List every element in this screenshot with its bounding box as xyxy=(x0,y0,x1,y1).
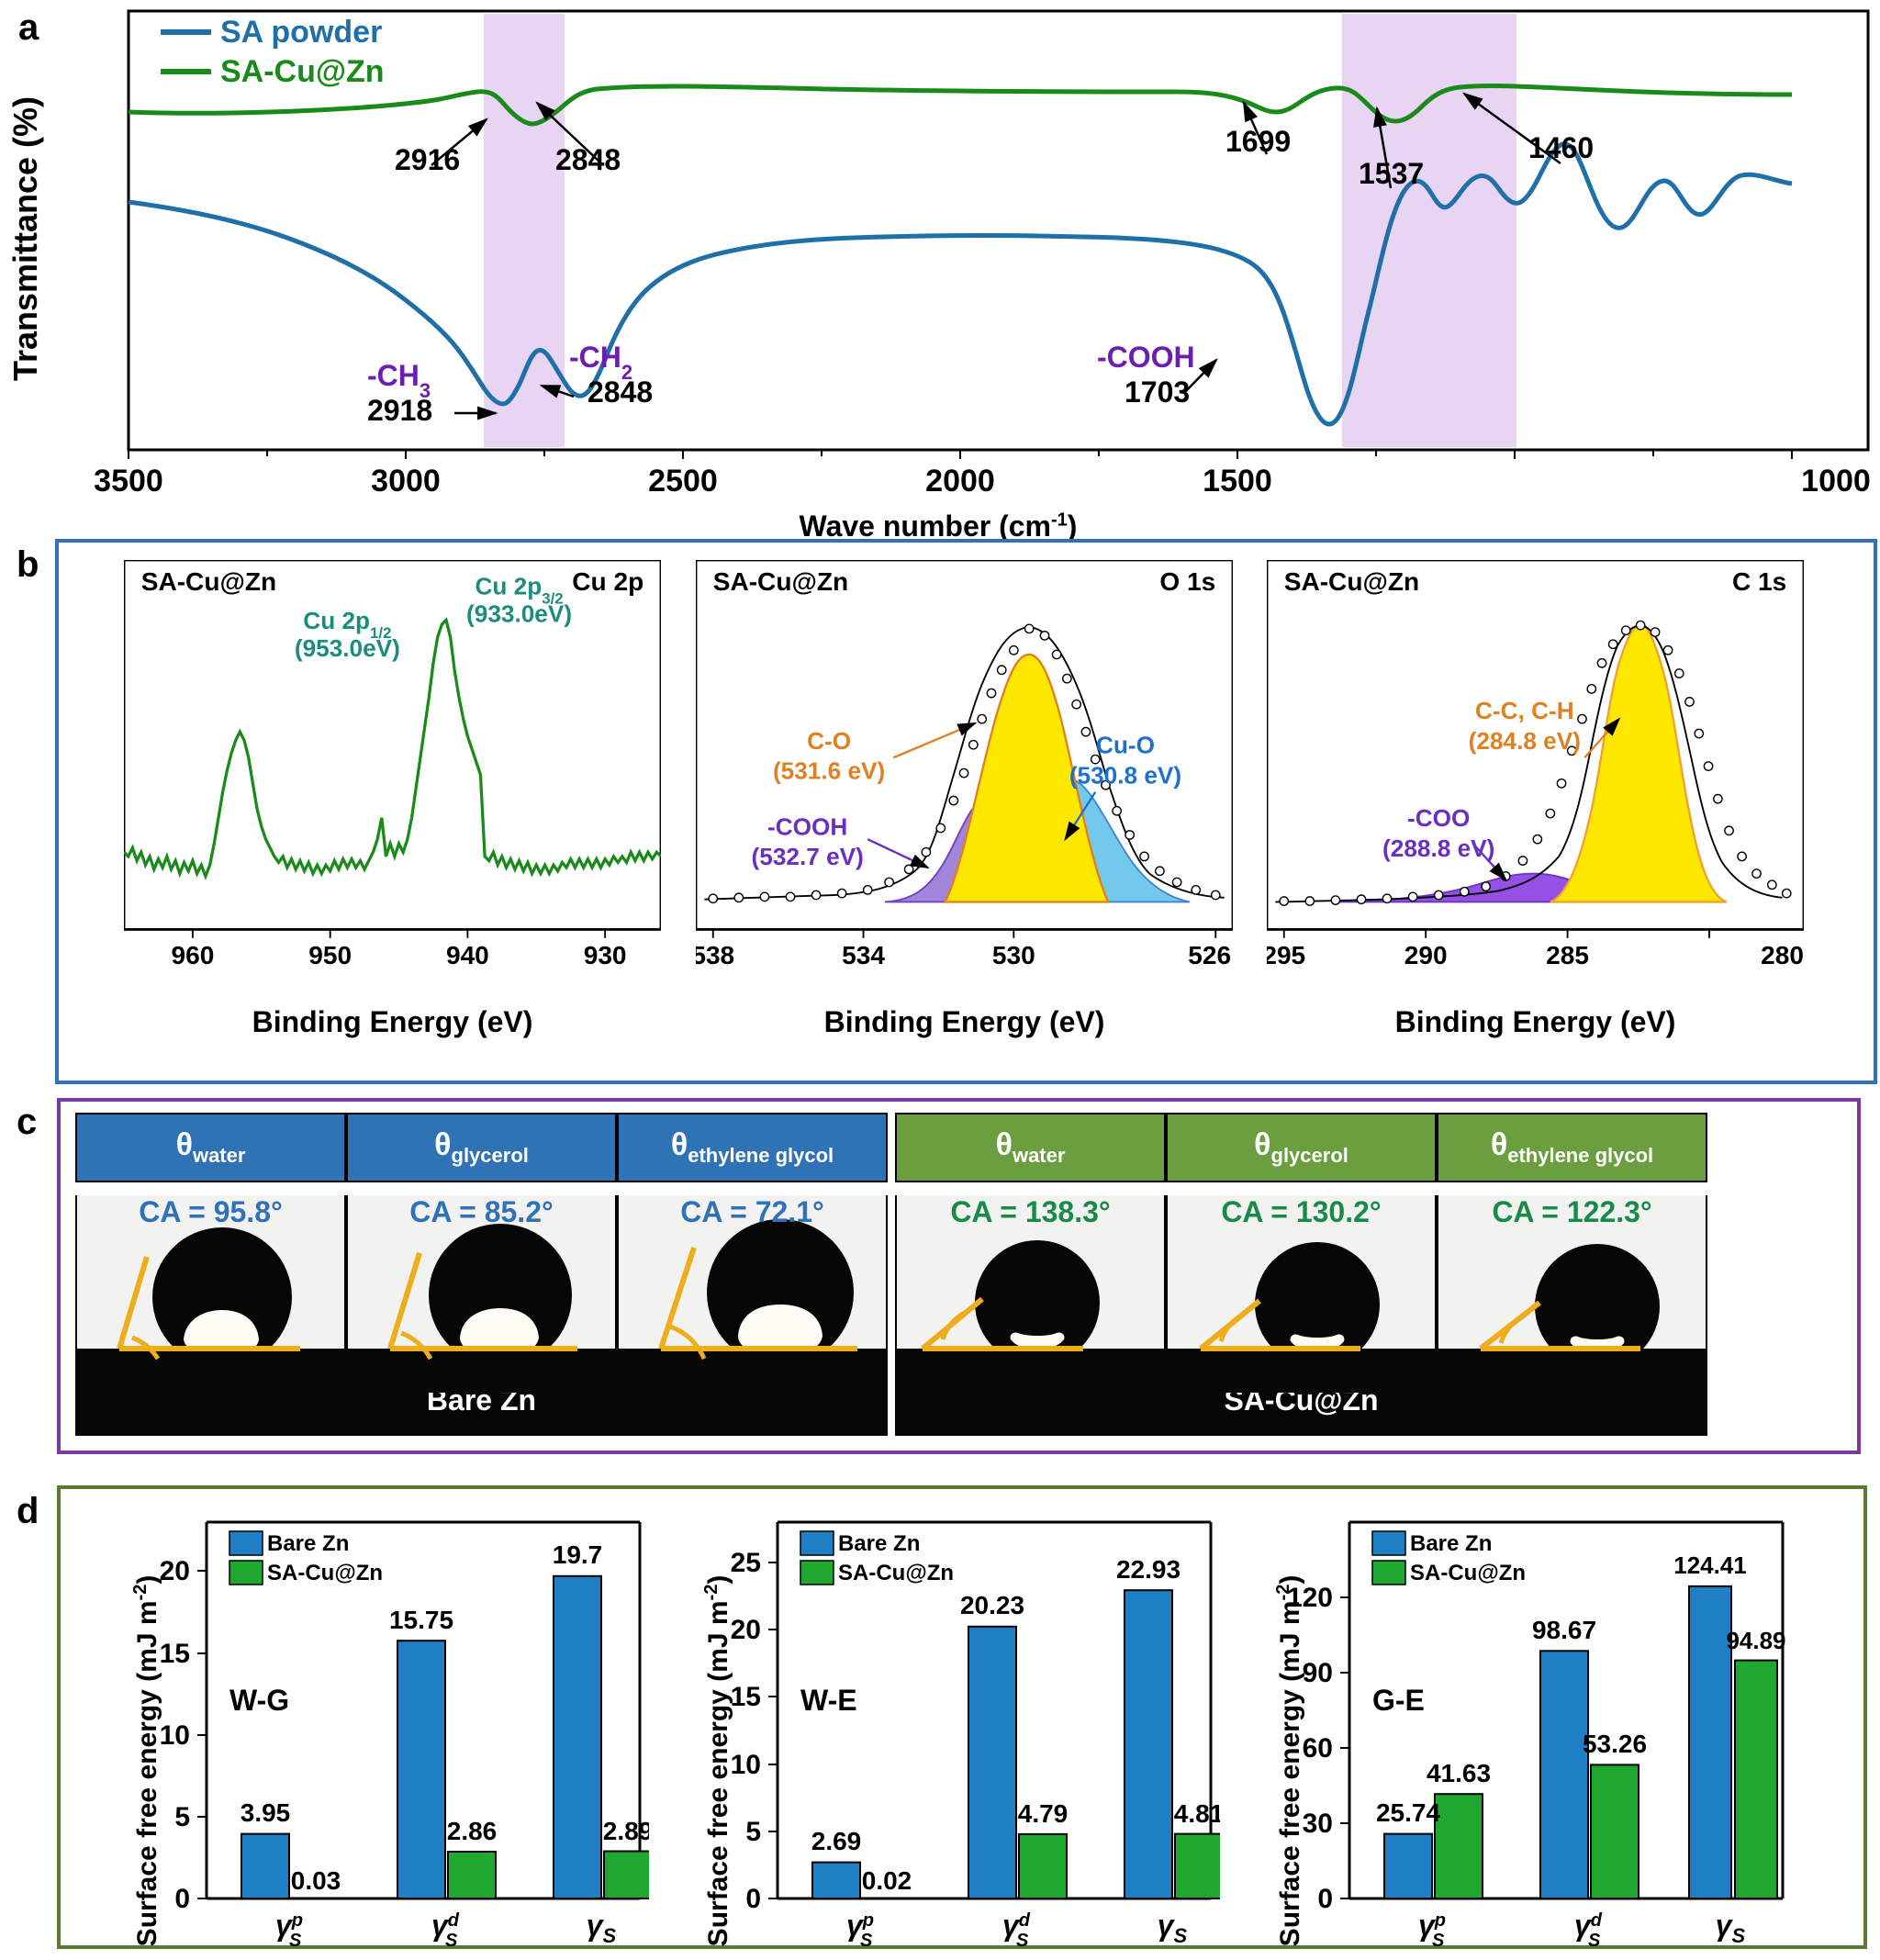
svg-text:25: 25 xyxy=(731,1548,761,1578)
svg-text:W-G: W-G xyxy=(229,1684,289,1717)
svg-text:Surface free energy (mJ m-2): Surface free energy (mJ m-2) xyxy=(1273,1575,1305,1947)
svg-text:-COOH: -COOH xyxy=(767,812,847,840)
svg-text:20.23: 20.23 xyxy=(960,1591,1024,1619)
svg-text:90: 90 xyxy=(1303,1658,1333,1688)
svg-text:3500: 3500 xyxy=(94,464,163,496)
svg-text:2848: 2848 xyxy=(555,143,621,176)
svg-text:15: 15 xyxy=(731,1682,761,1712)
svg-text:0.02: 0.02 xyxy=(862,1866,912,1895)
svg-text:γpS: γp S xyxy=(846,1909,874,1951)
svg-text:10: 10 xyxy=(731,1750,761,1780)
svg-text:W-E: W-E xyxy=(800,1684,857,1717)
svg-text:295: 295 xyxy=(1267,941,1305,969)
svg-text:530: 530 xyxy=(992,941,1035,969)
svg-text:5: 5 xyxy=(745,1817,761,1847)
svg-text:SA-Cu@Zn: SA-Cu@Zn xyxy=(141,567,276,596)
svg-text:Cu-O: Cu-O xyxy=(1096,732,1155,759)
svg-text:20: 20 xyxy=(731,1615,761,1645)
svg-text:SA-Cu@Zn: SA-Cu@Zn xyxy=(838,1561,954,1585)
svg-text:2500: 2500 xyxy=(648,464,718,496)
svg-text:Surface free energy (mJ m-2): Surface free energy (mJ m-2) xyxy=(130,1575,162,1947)
svg-text:γS: γS xyxy=(1158,1909,1188,1947)
svg-text:60: 60 xyxy=(1303,1733,1333,1764)
svg-text:1500: 1500 xyxy=(1203,464,1272,496)
svg-text:53.26: 53.26 xyxy=(1583,1730,1647,1758)
svg-text:(953.0eV): (953.0eV) xyxy=(295,634,400,662)
svg-text:538: 538 xyxy=(696,941,734,969)
svg-text:γdS: γd S xyxy=(1574,1909,1603,1951)
svg-text:Surface free energy (mJ m-2): Surface free energy (mJ m-2) xyxy=(701,1575,733,1947)
svg-text:2.89: 2.89 xyxy=(603,1817,649,1845)
svg-text:2.86: 2.86 xyxy=(447,1817,498,1845)
svg-text:940: 940 xyxy=(446,941,489,969)
svg-text:C 1s: C 1s xyxy=(1732,567,1786,596)
svg-text:25.74: 25.74 xyxy=(1376,1798,1440,1827)
svg-text:SA-Cu@Zn: SA-Cu@Zn xyxy=(220,54,385,89)
svg-text:15.75: 15.75 xyxy=(389,1606,453,1634)
svg-text:3000: 3000 xyxy=(371,464,441,496)
svg-text:G-E: G-E xyxy=(1372,1684,1425,1717)
svg-text:0: 0 xyxy=(1317,1884,1333,1914)
svg-text:Bare Zn: Bare Zn xyxy=(838,1531,920,1556)
svg-text:4.81: 4.81 xyxy=(1174,1799,1220,1828)
svg-text:19.7: 19.7 xyxy=(553,1540,603,1569)
svg-text:280: 280 xyxy=(1761,941,1804,969)
svg-text:(933.0eV): (933.0eV) xyxy=(466,599,572,627)
svg-text:(532.7 eV): (532.7 eV) xyxy=(752,843,864,870)
svg-text:290: 290 xyxy=(1404,941,1448,969)
svg-text:γS: γS xyxy=(587,1909,617,1947)
svg-text:-COOH: -COOH xyxy=(1097,341,1195,374)
svg-text:(531.6 eV): (531.6 eV) xyxy=(773,757,885,785)
svg-text:γpS: γp S xyxy=(275,1909,303,1951)
svg-text:O 1s: O 1s xyxy=(1159,567,1215,596)
svg-text:0.03: 0.03 xyxy=(291,1866,341,1895)
svg-text:930: 930 xyxy=(584,941,627,969)
svg-text:20: 20 xyxy=(160,1556,190,1586)
svg-text:94.89: 94.89 xyxy=(1726,1627,1785,1654)
svg-text:22.93: 22.93 xyxy=(1116,1555,1181,1584)
svg-text:950: 950 xyxy=(308,941,352,969)
svg-text:534: 534 xyxy=(842,941,885,969)
svg-text:2000: 2000 xyxy=(925,464,995,496)
svg-text:SA powder: SA powder xyxy=(220,15,382,50)
svg-text:285: 285 xyxy=(1546,941,1589,969)
svg-text:0: 0 xyxy=(745,1884,761,1914)
svg-text:Bare Zn: Bare Zn xyxy=(267,1531,349,1556)
svg-text:γdS: γd S xyxy=(431,1909,460,1951)
svg-text:98.67: 98.67 xyxy=(1532,1616,1596,1644)
svg-text:C-O: C-O xyxy=(807,727,851,755)
svg-text:γdS: γd S xyxy=(1002,1909,1031,1951)
svg-text:γS: γS xyxy=(1716,1909,1746,1947)
svg-text:5: 5 xyxy=(174,1802,190,1832)
svg-text:526: 526 xyxy=(1188,941,1231,969)
svg-text:Cu 2p: Cu 2p xyxy=(572,567,643,596)
svg-text:(530.8 eV): (530.8 eV) xyxy=(1069,761,1181,789)
svg-text:Bare Zn: Bare Zn xyxy=(1410,1531,1492,1556)
svg-text:2848: 2848 xyxy=(588,375,653,409)
svg-text:41.63: 41.63 xyxy=(1427,1759,1491,1787)
svg-text:0: 0 xyxy=(174,1884,190,1914)
svg-text:SA-Cu@Zn: SA-Cu@Zn xyxy=(1284,567,1419,596)
svg-text:15: 15 xyxy=(160,1639,190,1669)
svg-text:960: 960 xyxy=(171,941,214,969)
svg-text:γpS: γp S xyxy=(1418,1909,1446,1951)
svg-text:SA-Cu@Zn: SA-Cu@Zn xyxy=(267,1561,383,1585)
svg-text:4.79: 4.79 xyxy=(1018,1799,1069,1828)
svg-text:-COO: -COO xyxy=(1407,804,1470,832)
svg-text:1699: 1699 xyxy=(1225,125,1291,158)
svg-text:3.95: 3.95 xyxy=(241,1798,291,1827)
svg-text:1000: 1000 xyxy=(1801,464,1871,496)
svg-text:C-C, C-H: C-C, C-H xyxy=(1475,697,1574,724)
svg-text:2918: 2918 xyxy=(367,394,432,427)
svg-text:10: 10 xyxy=(160,1720,190,1751)
svg-text:2.69: 2.69 xyxy=(811,1827,862,1855)
svg-text:124.41: 124.41 xyxy=(1673,1551,1747,1579)
svg-text:1703: 1703 xyxy=(1125,375,1190,409)
svg-text:Transmittance (%): Transmittance (%) xyxy=(6,96,44,381)
svg-text:30: 30 xyxy=(1303,1809,1333,1839)
svg-text:SA-Cu@Zn: SA-Cu@Zn xyxy=(713,567,848,596)
svg-text:SA-Cu@Zn: SA-Cu@Zn xyxy=(1410,1561,1526,1585)
svg-text:(284.8 eV): (284.8 eV) xyxy=(1469,727,1581,755)
